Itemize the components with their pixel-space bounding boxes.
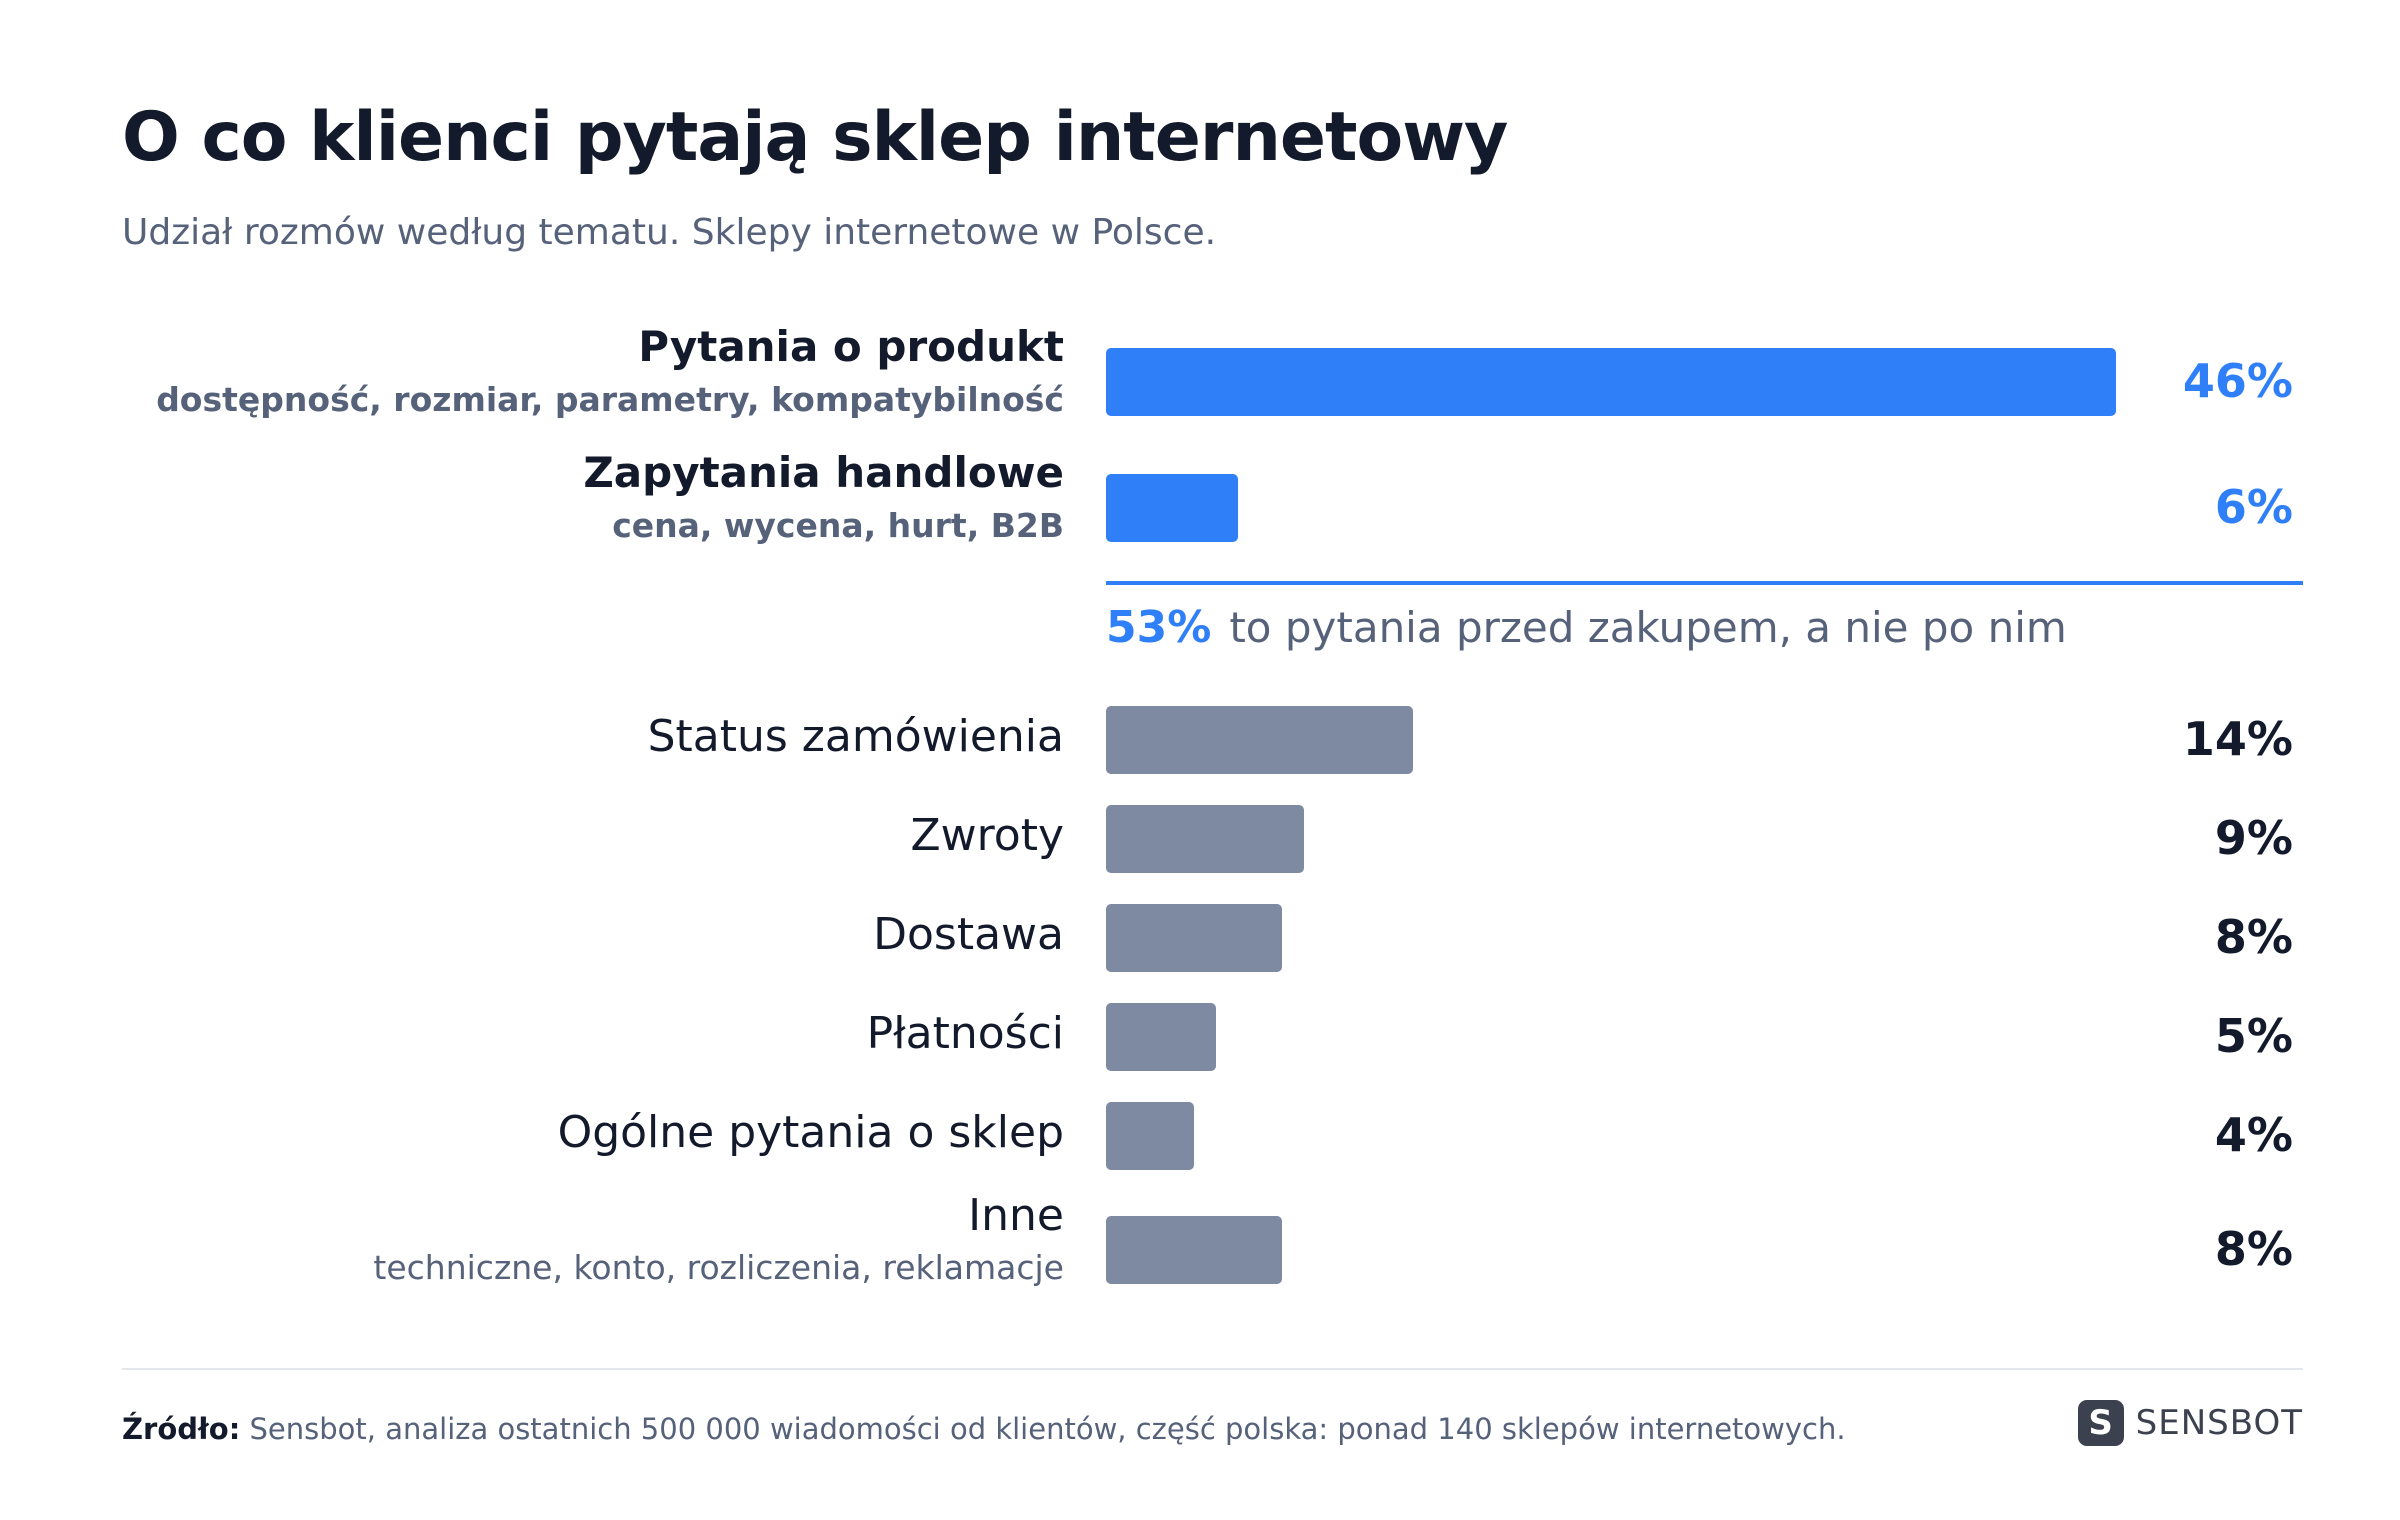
bar <box>1106 1102 1194 1170</box>
bar <box>1106 805 1304 873</box>
bar-chart: Pytania o produkt dostępność, rozmiar, pa… <box>156 322 2303 1287</box>
category-label: Ogólne pytania o sklep <box>557 1107 1064 1158</box>
value-label: 8% <box>2214 910 2293 964</box>
brand-name: SENSBOT <box>2135 1403 2303 1443</box>
source-text: Sensbot, analiza ostatnich 500 000 wiado… <box>249 1412 1846 1446</box>
value-label: 6% <box>2214 480 2293 534</box>
category-label: Zapytania handlowe <box>583 448 1064 497</box>
category-label: Pytania o produkt <box>638 322 1064 371</box>
value-label: 4% <box>2214 1108 2293 1162</box>
category-label: Dostawa <box>873 909 1064 960</box>
category-sublabel: techniczne, konto, rozliczenia, reklamac… <box>373 1248 1064 1287</box>
category-label: Status zamówienia <box>647 711 1064 762</box>
bar <box>1106 348 2116 416</box>
category-sublabel: cena, wycena, hurt, B2B <box>612 506 1064 545</box>
brand-logo: S SENSBOT <box>2077 1400 2303 1446</box>
bar <box>1106 1003 1216 1071</box>
summary-percentage: 53% <box>1106 602 1212 653</box>
summary-text: to pytania przed zakupem, a nie po nim <box>1229 603 2067 652</box>
category-label: Inne <box>968 1190 1064 1241</box>
chart-title: O co klienci pytają sklep internetowy <box>122 98 1508 177</box>
category-label: Zwroty <box>910 810 1064 861</box>
chart-subtitle: Udział rozmów według tematu. Sklepy inte… <box>122 212 1217 253</box>
footer-divider <box>122 1368 2303 1370</box>
sensbot-logo-icon: S <box>2077 1400 2124 1446</box>
source-note: Źródło: Sensbot, analiza ostatnich 500 0… <box>122 1412 1846 1446</box>
value-label: 5% <box>2214 1009 2293 1063</box>
bar <box>1106 1216 1282 1284</box>
summary-divider <box>1106 581 2303 585</box>
category-sublabel: dostępność, rozmiar, parametry, kompatyb… <box>156 380 1064 419</box>
category-label: Płatności <box>866 1008 1064 1059</box>
value-label: 46% <box>2182 354 2293 408</box>
bar <box>1106 904 1282 972</box>
source-label: Źródło: <box>122 1412 241 1446</box>
value-label: 14% <box>2182 712 2293 766</box>
bar <box>1106 706 1413 774</box>
bar <box>1106 474 1238 542</box>
value-label: 8% <box>2214 1222 2293 1276</box>
value-label: 9% <box>2214 811 2293 865</box>
summary-annotation: 53% to pytania przed zakupem, a nie po ni… <box>1106 602 2067 653</box>
